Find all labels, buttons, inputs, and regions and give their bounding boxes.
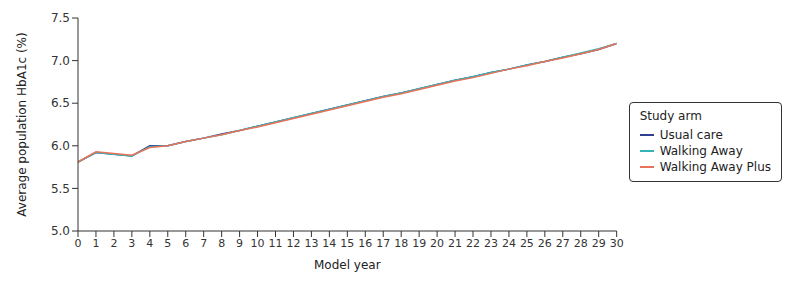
svg-text:20: 20: [430, 237, 444, 250]
svg-text:5.5: 5.5: [51, 182, 70, 196]
svg-text:5: 5: [164, 237, 171, 250]
svg-text:0: 0: [75, 237, 82, 250]
svg-text:15: 15: [340, 237, 354, 250]
svg-text:12: 12: [286, 237, 300, 250]
svg-text:28: 28: [574, 237, 588, 250]
svg-text:7: 7: [200, 237, 207, 250]
svg-text:24: 24: [502, 237, 516, 250]
svg-text:9: 9: [236, 237, 243, 250]
svg-text:6.5: 6.5: [51, 96, 70, 110]
svg-text:14: 14: [322, 237, 336, 250]
html-text:Walking Away Plus: Walking Away Plus: [659, 160, 771, 174]
svg-text:2: 2: [110, 237, 117, 250]
svg-text:23: 23: [484, 237, 498, 250]
svg-text:4: 4: [146, 237, 153, 250]
svg-text:21: 21: [448, 237, 462, 250]
html-text:Study arm: Study arm: [639, 109, 702, 123]
svg-text:17: 17: [376, 237, 390, 250]
svg-text:13: 13: [304, 237, 318, 250]
svg-text:16: 16: [358, 237, 372, 250]
svg-text:Average population HbA1c (%): Average population HbA1c (%): [15, 32, 29, 216]
svg-text:22: 22: [466, 237, 480, 250]
svg-text:30: 30: [610, 237, 624, 250]
svg-text:26: 26: [538, 237, 552, 250]
svg-text:5.0: 5.0: [51, 224, 70, 238]
svg-text:3: 3: [128, 237, 135, 250]
svg-text:18: 18: [394, 237, 408, 250]
svg-text:10: 10: [251, 237, 265, 250]
svg-text:27: 27: [556, 237, 570, 250]
svg-text:6: 6: [182, 237, 189, 250]
svg-text:25: 25: [520, 237, 534, 250]
svg-text:6.0: 6.0: [51, 139, 70, 153]
svg-text:7.5: 7.5: [51, 11, 70, 25]
html-text:Walking Away: Walking Away: [659, 144, 743, 158]
svg-text:19: 19: [412, 237, 426, 250]
svg-text:1: 1: [92, 237, 99, 250]
svg-text:8: 8: [218, 237, 225, 250]
svg-text:29: 29: [592, 237, 606, 250]
html-text:Usual care: Usual care: [659, 128, 723, 142]
svg-text:Model year: Model year: [314, 258, 381, 272]
svg-text:11: 11: [269, 237, 283, 250]
svg-text:7.0: 7.0: [51, 54, 70, 68]
